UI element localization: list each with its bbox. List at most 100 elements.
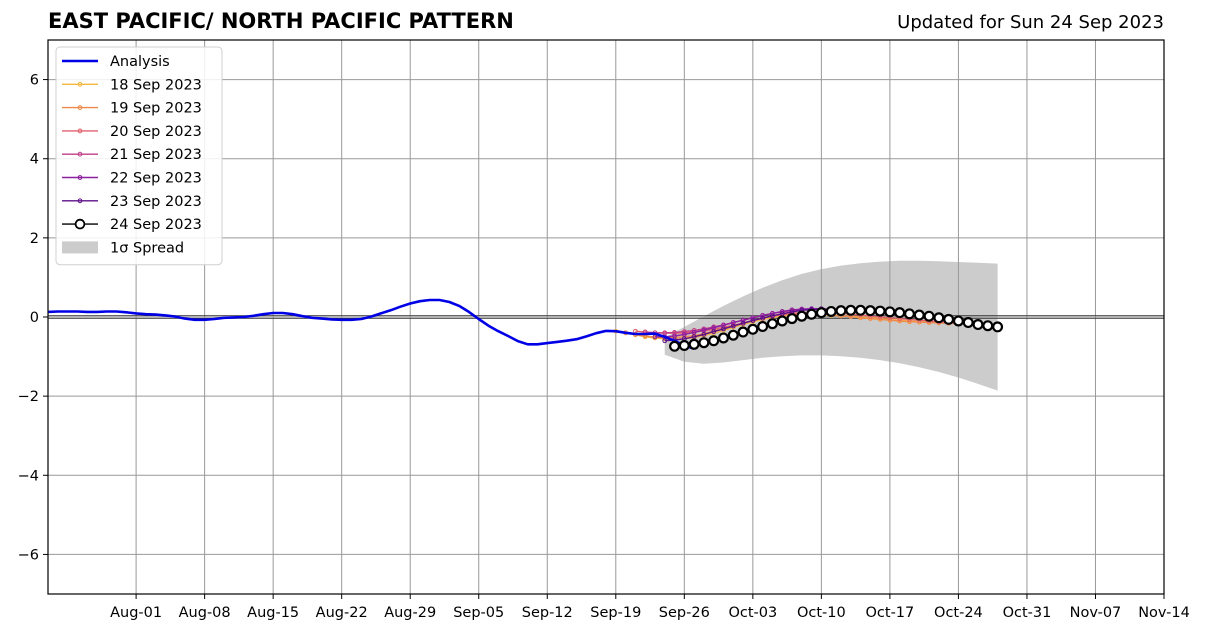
legend-label: 20 Sep 2023 xyxy=(110,124,202,140)
x-tick-label: Sep-19 xyxy=(590,605,641,621)
x-tick-label: Sep-05 xyxy=(453,605,504,621)
verified-point xyxy=(943,313,955,325)
verified-point xyxy=(933,312,945,324)
verified-point xyxy=(757,320,769,332)
forecast-point xyxy=(740,317,746,323)
x-tick-label: Aug-15 xyxy=(247,605,299,621)
verified-point xyxy=(815,307,827,319)
forecast-point xyxy=(760,313,766,318)
analysis-line xyxy=(47,298,695,350)
legend-swatch-marker xyxy=(77,128,83,134)
legend-entry: 21 Sep 2023 xyxy=(62,147,202,163)
chart-title: EAST PACIFIC/ NORTH PACIFIC PATTERN xyxy=(48,9,514,33)
legend-entry: 18 Sep 2023 xyxy=(62,77,202,93)
legend-label: 19 Sep 2023 xyxy=(110,101,202,117)
legend-swatch-marker xyxy=(77,151,83,157)
verified-point xyxy=(717,332,729,344)
verified-point xyxy=(982,320,994,332)
legend-label: 18 Sep 2023 xyxy=(110,77,202,93)
x-tick-label: Aug-08 xyxy=(179,605,231,621)
verified-point xyxy=(737,326,749,338)
forecast-point xyxy=(711,329,717,335)
x-tick-label: Oct-31 xyxy=(1003,605,1052,621)
y-tick-label: −2 xyxy=(18,389,39,405)
forecast-line xyxy=(654,308,832,338)
legend-swatch xyxy=(62,241,98,254)
y-tick-label: 2 xyxy=(30,231,39,247)
legend-label: 24 Sep 2023 xyxy=(110,217,202,233)
verified-point xyxy=(923,310,935,322)
legend-entry: 20 Sep 2023 xyxy=(62,124,202,140)
forecast-point xyxy=(691,330,697,335)
legend-entry: 24 Sep 2023 xyxy=(62,217,202,233)
verified-point xyxy=(864,305,876,317)
forecast-point xyxy=(691,334,697,340)
legend-label: 21 Sep 2023 xyxy=(110,147,202,163)
legend-box xyxy=(55,46,223,266)
verified-point xyxy=(678,339,690,351)
verified-point xyxy=(903,308,915,320)
legend-swatch-marker xyxy=(77,105,83,110)
x-tick-label: Nov-14 xyxy=(1138,605,1190,621)
y-tick-label: 6 xyxy=(30,73,39,89)
verified-point xyxy=(952,315,964,327)
verified-point xyxy=(708,335,720,347)
verified-point xyxy=(874,305,886,317)
forecast-point xyxy=(721,326,726,332)
legend-swatch-marker xyxy=(77,81,83,87)
verified-point xyxy=(806,308,818,320)
axes-layer: Aug-01 Aug-08 Aug-15 Aug-22 Aug-29 Sep-05 Sep-… xyxy=(18,39,1190,621)
forecast-point xyxy=(681,332,687,337)
verified-point xyxy=(884,306,896,318)
x-tick-label: Oct-03 xyxy=(728,605,777,621)
y-tick-label: −4 xyxy=(18,468,39,484)
legend-entry: 22 Sep 2023 xyxy=(62,171,202,187)
verified-point xyxy=(766,318,778,330)
forecast-point xyxy=(760,315,766,321)
forecast-point xyxy=(701,327,707,333)
verified-point xyxy=(727,329,739,341)
forecast-point xyxy=(662,338,668,344)
verified-point xyxy=(992,321,1004,333)
x-tick-label: Oct-10 xyxy=(797,605,846,621)
legend-swatch-marker xyxy=(74,218,86,230)
verified-series xyxy=(669,304,1004,352)
verified-point xyxy=(786,313,798,325)
forecast-point xyxy=(770,313,775,319)
legend-label: 23 Sep 2023 xyxy=(110,194,202,210)
series-layer xyxy=(47,298,1004,352)
spread-layer xyxy=(664,260,998,391)
legend-entry: 23 Sep 2023 xyxy=(62,194,202,210)
x-tick-label: Nov-07 xyxy=(1070,605,1122,621)
x-tick-label: Sep-12 xyxy=(522,605,573,621)
verified-point xyxy=(972,319,984,331)
forecast-point xyxy=(858,315,863,321)
verified-point xyxy=(747,323,759,335)
y-tick-label: 0 xyxy=(30,310,39,326)
verified-point xyxy=(835,305,847,317)
forecast-point xyxy=(701,332,707,337)
legend-swatch-marker xyxy=(77,198,83,204)
x-tick-label: Sep-26 xyxy=(659,605,710,621)
verified-point xyxy=(913,309,925,321)
y-tick-label: 4 xyxy=(30,152,39,168)
verified-point xyxy=(688,338,700,350)
verified-point xyxy=(825,305,837,317)
verified-point xyxy=(845,304,857,316)
x-tick-label: Aug-22 xyxy=(316,605,368,621)
verified-point xyxy=(855,304,867,316)
verified-point xyxy=(698,337,710,349)
x-tick-label: Oct-17 xyxy=(866,605,915,621)
legend-entry: Analysis xyxy=(62,54,170,70)
forecast-point xyxy=(730,323,736,329)
forecast-point xyxy=(681,329,687,335)
updated-label: Updated for Sun 24 Sep 2023 xyxy=(897,12,1164,33)
forecast-line xyxy=(664,308,822,342)
forecast-point xyxy=(750,318,756,323)
x-tick-label: Aug-01 xyxy=(110,605,162,621)
y-tick-label: −6 xyxy=(18,547,39,563)
legend-entry: 1σ Spread xyxy=(62,240,184,256)
forecast-point xyxy=(740,320,746,326)
legend-swatch-marker xyxy=(77,175,83,180)
